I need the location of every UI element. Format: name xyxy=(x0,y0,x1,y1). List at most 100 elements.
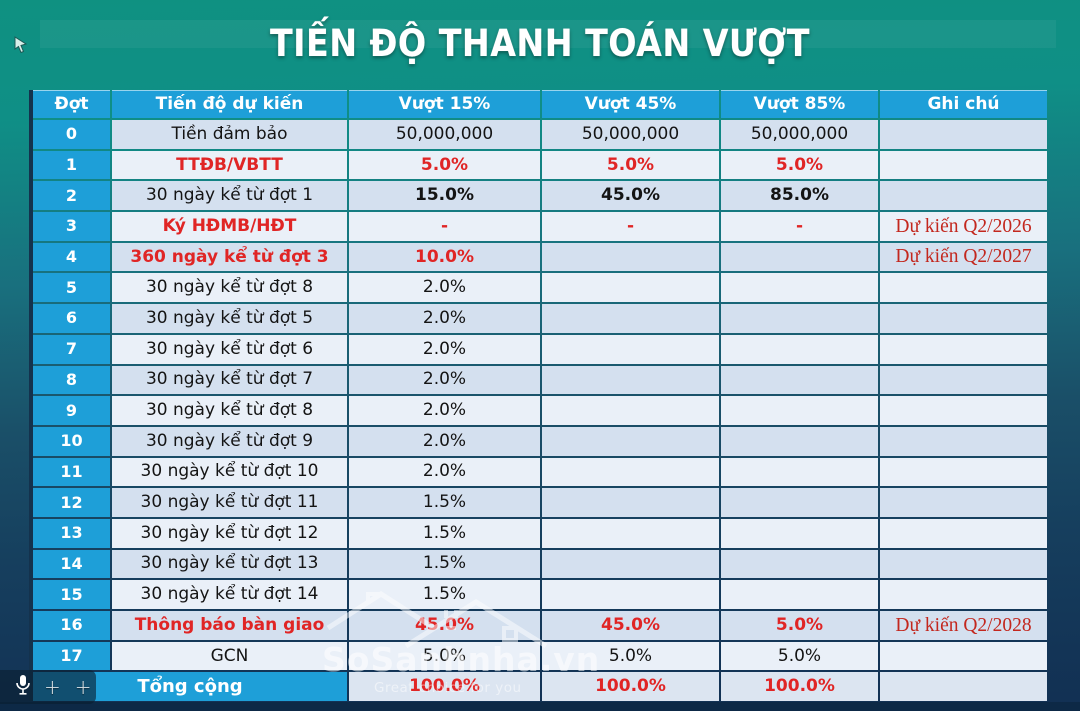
note-cell xyxy=(880,396,1047,425)
value-vuot-85: 85.0% xyxy=(721,181,878,211)
milestone-label: 30 ngày kể từ đợt 7 xyxy=(112,365,347,395)
value-vuot-85 xyxy=(721,304,878,333)
value-vuot-45 xyxy=(542,365,719,395)
installment-number: 5 xyxy=(33,273,110,303)
note-cell xyxy=(880,304,1047,333)
table-row-12: 12 30 ngày kể từ đợt 11 1.5% xyxy=(33,488,1047,517)
table-row-15: 15 30 ngày kể từ đợt 14 1.5% xyxy=(33,580,1047,609)
table-row-1: 1 TTĐB/VBTT 5.0% 5.0% 5.0% xyxy=(33,150,1047,180)
installment-number: 4 xyxy=(33,242,110,272)
installment-number: 8 xyxy=(33,365,110,395)
slide-bottom-edge xyxy=(0,702,1080,711)
value-vuot-45: 45.0% xyxy=(542,611,719,640)
table-row-4: 4 360 ngày kể từ đợt 3 10.0% Dự kiến Q2/202… xyxy=(33,242,1047,272)
table-row-10: 10 30 ngày kể từ đợt 9 2.0% xyxy=(33,426,1047,456)
note-cell xyxy=(880,457,1047,487)
installment-number: 9 xyxy=(33,396,110,425)
table-row-3: 3 Ký HĐMB/HĐT - - - Dự kiến Q2/2026 xyxy=(33,212,1047,241)
milestone-label: Thông báo bàn giao xyxy=(112,611,347,640)
milestone-label: 30 ngày kể từ đợt 8 xyxy=(112,396,347,425)
table-row-13: 13 30 ngày kể từ đợt 12 1.5% xyxy=(33,518,1047,548)
header-expected-progress: Tiến độ dự kiến xyxy=(112,90,347,118)
header-vuot-45: Vượt 45% xyxy=(542,90,719,118)
milestone-label: 30 ngày kể từ đợt 11 xyxy=(112,488,347,517)
installment-number: 1 xyxy=(33,150,110,180)
note-cell xyxy=(880,580,1047,609)
milestone-label: TTĐB/VBTT xyxy=(112,150,347,180)
value-vuot-15: 5.0% xyxy=(349,150,540,180)
note-cell xyxy=(880,488,1047,517)
note-cell: Dự kiến Q2/2027 xyxy=(880,242,1047,272)
value-vuot-15: 2.0% xyxy=(349,396,540,425)
table-row-7: 7 30 ngày kể từ đợt 6 2.0% xyxy=(33,334,1047,364)
table-total-row: Tổng cộng 100.0% 100.0% 100.0% xyxy=(33,672,1047,702)
installment-number: 15 xyxy=(33,580,110,609)
milestone-label: 30 ngày kể từ đợt 6 xyxy=(112,334,347,364)
value-vuot-45 xyxy=(542,304,719,333)
header-dot: Đợt xyxy=(33,90,110,118)
note-cell xyxy=(880,120,1047,149)
value-vuot-45 xyxy=(542,549,719,579)
note-cell: Dự kiến Q2/2028 xyxy=(880,611,1047,640)
table-row-8: 8 30 ngày kể từ đợt 7 2.0% xyxy=(33,365,1047,395)
value-vuot-45: 45.0% xyxy=(542,181,719,211)
recording-toolbar[interactable]: + + xyxy=(0,670,96,704)
value-vuot-15: - xyxy=(349,212,540,241)
note-cell xyxy=(880,181,1047,211)
value-vuot-85 xyxy=(721,334,878,364)
crosshair-icon[interactable]: + xyxy=(74,675,92,699)
value-vuot-85 xyxy=(721,457,878,487)
installment-number: 14 xyxy=(33,549,110,579)
milestone-label: 30 ngày kể từ đợt 14 xyxy=(112,580,347,609)
milestone-label: Tiền đảm bảo xyxy=(112,120,347,149)
installment-number: 6 xyxy=(33,304,110,333)
milestone-label: 30 ngày kể từ đợt 9 xyxy=(112,426,347,456)
value-vuot-15: 5.0% xyxy=(349,641,540,671)
header-vuot-15: Vượt 15% xyxy=(349,90,540,118)
value-vuot-85 xyxy=(721,518,878,548)
value-vuot-85: - xyxy=(721,212,878,241)
crosshair-icon[interactable]: + xyxy=(44,675,61,699)
value-vuot-85 xyxy=(721,549,878,579)
value-vuot-45 xyxy=(542,334,719,364)
value-vuot-15: 10.0% xyxy=(349,242,540,272)
value-vuot-45 xyxy=(542,580,719,609)
note-cell xyxy=(880,641,1047,671)
installment-number: 12 xyxy=(33,488,110,517)
value-vuot-15: 2.0% xyxy=(349,334,540,364)
value-vuot-15: 2.0% xyxy=(349,365,540,395)
value-vuot-15: 1.5% xyxy=(349,580,540,609)
installment-number: 13 xyxy=(33,518,110,548)
note-cell: Dự kiến Q2/2026 xyxy=(880,212,1047,241)
value-vuot-15: 1.5% xyxy=(349,549,540,579)
table-row-0: 0 Tiền đảm bảo 50,000,000 50,000,000 50,000,… xyxy=(33,120,1047,149)
installment-number: 2 xyxy=(33,181,110,211)
table-row-14: 14 30 ngày kể từ đợt 13 1.5% xyxy=(33,549,1047,579)
value-vuot-85: 5.0% xyxy=(721,641,878,671)
value-vuot-45 xyxy=(542,518,719,548)
value-vuot-45 xyxy=(542,426,719,456)
table-row-9: 9 30 ngày kể từ đợt 8 2.0% xyxy=(33,396,1047,425)
milestone-label: 30 ngày kể từ đợt 12 xyxy=(112,518,347,548)
value-vuot-45 xyxy=(542,273,719,303)
value-vuot-85 xyxy=(721,426,878,456)
value-vuot-45 xyxy=(542,396,719,425)
note-cell xyxy=(880,549,1047,579)
value-vuot-85: 50,000,000 xyxy=(721,120,878,149)
table-row-17: 17 GCN 5.0% 5.0% 5.0% xyxy=(33,641,1047,671)
page-title: TIẾN ĐỘ THANH TOÁN VƯỢT xyxy=(270,22,810,65)
title-highlight-band xyxy=(40,20,1056,48)
value-vuot-15: 2.0% xyxy=(349,457,540,487)
value-vuot-15: 50,000,000 xyxy=(349,120,540,149)
table-row-6: 6 30 ngày kể từ đợt 5 2.0% xyxy=(33,304,1047,333)
installment-number: 16 xyxy=(33,611,110,640)
table-row-16: 16 Thông báo bàn giao 45.0% 45.0% 5.0% Dự kiế… xyxy=(33,611,1047,640)
value-vuot-85 xyxy=(721,242,878,272)
installment-number: 11 xyxy=(33,457,110,487)
microphone-icon[interactable] xyxy=(16,675,30,699)
value-vuot-15: 15.0% xyxy=(349,181,540,211)
value-vuot-85 xyxy=(721,365,878,395)
total-vuot-85: 100.0% xyxy=(721,672,878,702)
installment-number: 3 xyxy=(33,212,110,241)
